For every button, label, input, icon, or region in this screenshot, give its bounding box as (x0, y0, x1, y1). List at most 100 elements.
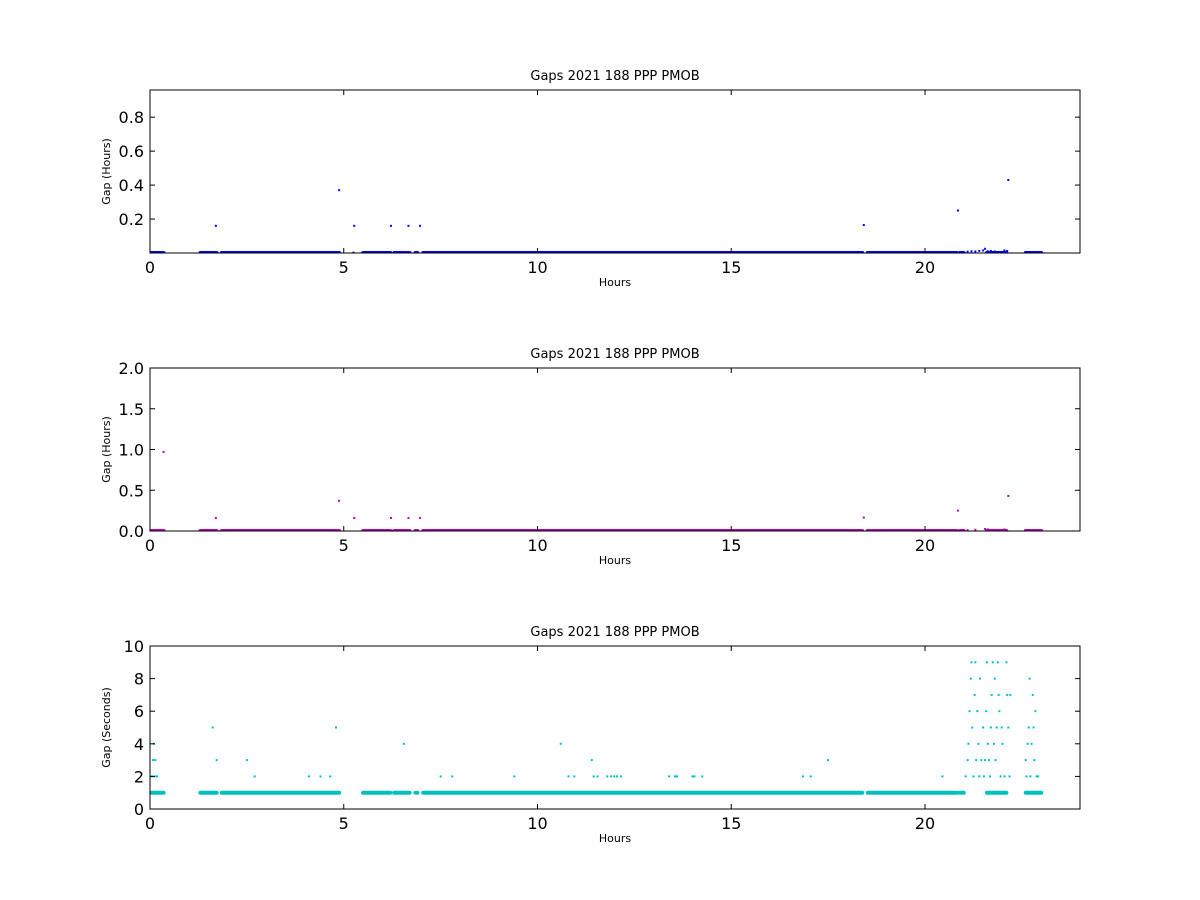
data-point (993, 528, 996, 531)
chart-panel-3: 0 5 10 15 20 0 2 4 6 8 10 Gaps 2021 188 PPP PMOB Hou… (100, 625, 1081, 845)
data-point (439, 775, 442, 778)
data-point (253, 775, 256, 778)
data-point (984, 759, 987, 762)
data-point (1035, 775, 1038, 778)
data-point (676, 775, 678, 778)
y-tick-label: 0.0 (119, 522, 144, 541)
data-point (1007, 494, 1010, 497)
y-axis-label: Gap (Hours) (100, 416, 113, 483)
y-axis-label: Gap (Seconds) (100, 687, 113, 768)
data-point (619, 775, 622, 778)
data-point (996, 661, 999, 664)
data-point (993, 250, 996, 253)
data-point (1032, 726, 1035, 729)
y-tick-label: 0 (134, 800, 144, 819)
data-point (801, 775, 804, 778)
data-point (1034, 710, 1037, 713)
data-point (353, 516, 356, 519)
data-point (997, 693, 1000, 696)
data-point (674, 775, 677, 778)
data-point (977, 742, 980, 745)
data-layer (150, 661, 1044, 795)
data-point (827, 759, 830, 762)
data-point (987, 759, 990, 762)
data-point (1033, 759, 1036, 762)
x-tick-label: 10 (527, 258, 547, 277)
data-point (989, 775, 992, 778)
x-tick-label: 10 (527, 536, 547, 555)
axes-frame (149, 645, 1081, 810)
x-tick-label: 15 (721, 536, 741, 555)
axes-frame (149, 89, 1081, 254)
data-point (1005, 661, 1008, 664)
data-point (335, 726, 337, 729)
data-point (967, 742, 970, 745)
data-point (995, 726, 998, 729)
data-point (307, 775, 310, 778)
data-point (590, 759, 593, 762)
data-point (701, 775, 704, 778)
y-tick-label: 2 (134, 767, 144, 786)
data-point (984, 527, 987, 530)
data-point (966, 759, 969, 762)
data-point (941, 775, 944, 778)
data-point (979, 677, 982, 680)
y-tick-label: 8 (134, 670, 144, 689)
data-point (974, 250, 977, 253)
data-point (573, 775, 576, 778)
data-point (980, 759, 983, 762)
data-point (1030, 742, 1033, 745)
data-point (1006, 693, 1009, 696)
data-point (989, 726, 992, 729)
data-point (973, 693, 976, 696)
data-layer (150, 450, 1044, 531)
y-tick-label: 2.0 (119, 359, 144, 378)
chart-title: Gaps 2021 188 PPP PMOB (530, 347, 699, 362)
data-point (991, 661, 994, 664)
data-point (1028, 677, 1031, 680)
data-point (1003, 249, 1006, 252)
data-point (338, 189, 341, 192)
data-point (606, 775, 609, 778)
data-point (986, 742, 989, 745)
data-point (862, 516, 865, 519)
data-point (986, 250, 989, 253)
x-tick-label: 0 (145, 258, 155, 277)
data-point (329, 775, 332, 778)
data-point (964, 775, 967, 778)
y-tick-label: 0.8 (119, 108, 144, 127)
data-point (971, 726, 974, 729)
data-point (966, 529, 969, 531)
data-point (1037, 775, 1040, 778)
data-point (1027, 726, 1030, 729)
x-tick-label: 20 (915, 258, 935, 277)
x-tick-label: 0 (145, 814, 155, 833)
data-point (998, 710, 1001, 713)
data-point (155, 775, 158, 778)
data-point (592, 775, 595, 778)
data-point (419, 224, 422, 227)
data-point (513, 775, 516, 778)
data-point (1006, 249, 1009, 252)
data-point (1024, 759, 1027, 762)
y-tick-label: 0.6 (119, 142, 144, 161)
data-point (615, 775, 618, 778)
y-axis-label: Gap (Hours) (100, 138, 113, 205)
x-tick-label: 5 (339, 258, 349, 277)
axes-frame (149, 367, 1081, 532)
x-tick-label: 0 (145, 536, 155, 555)
y-tick-label: 6 (134, 702, 144, 721)
y-tick-label: 0.5 (119, 481, 144, 500)
data-point (999, 775, 1002, 778)
data-point (978, 249, 981, 252)
data-point (691, 775, 694, 778)
data-point (974, 661, 977, 664)
y-tick-label: 0.4 (119, 176, 144, 195)
data-point (211, 726, 214, 729)
data-point (1003, 775, 1006, 778)
data-point (862, 223, 865, 226)
data-point (974, 528, 977, 531)
data-point (352, 251, 355, 253)
x-tick-label: 20 (915, 814, 935, 833)
